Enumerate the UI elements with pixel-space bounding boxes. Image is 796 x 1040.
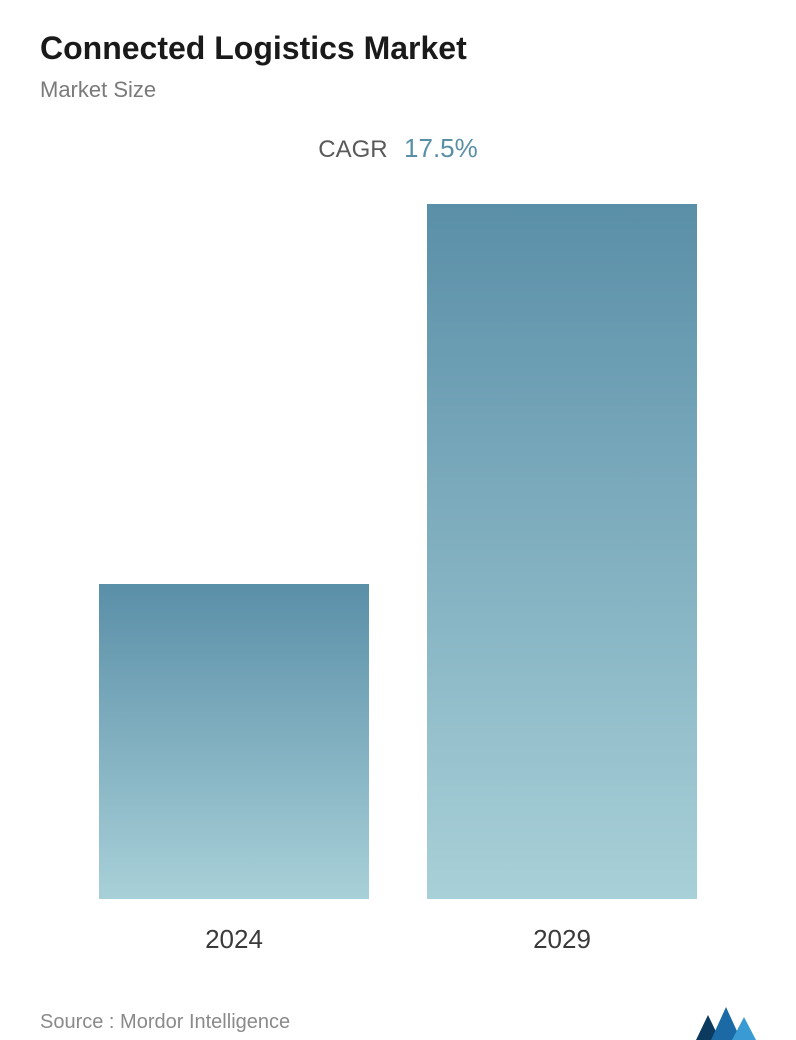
chart-plot-area: 2024 2029 — [40, 204, 756, 985]
chart-footer: Source : Mordor Intelligence — [40, 985, 756, 1040]
bar-label-0: 2024 — [205, 924, 263, 955]
cagr-row: CAGR 17.5% — [40, 133, 756, 164]
source-text: Source : Mordor Intelligence — [40, 1011, 290, 1034]
brand-logo-icon — [696, 1005, 756, 1040]
bar-group-1: 2029 — [427, 204, 697, 955]
chart-subtitle: Market Size — [40, 77, 756, 103]
cagr-value: 17.5% — [404, 133, 478, 163]
bar-group-0: 2024 — [99, 584, 369, 955]
cagr-label: CAGR — [318, 136, 387, 163]
chart-title: Connected Logistics Market — [40, 30, 756, 67]
bar-1 — [427, 204, 697, 899]
bar-0 — [99, 584, 369, 899]
bar-label-1: 2029 — [533, 924, 591, 955]
chart-container: Connected Logistics Market Market Size C… — [0, 0, 796, 1034]
